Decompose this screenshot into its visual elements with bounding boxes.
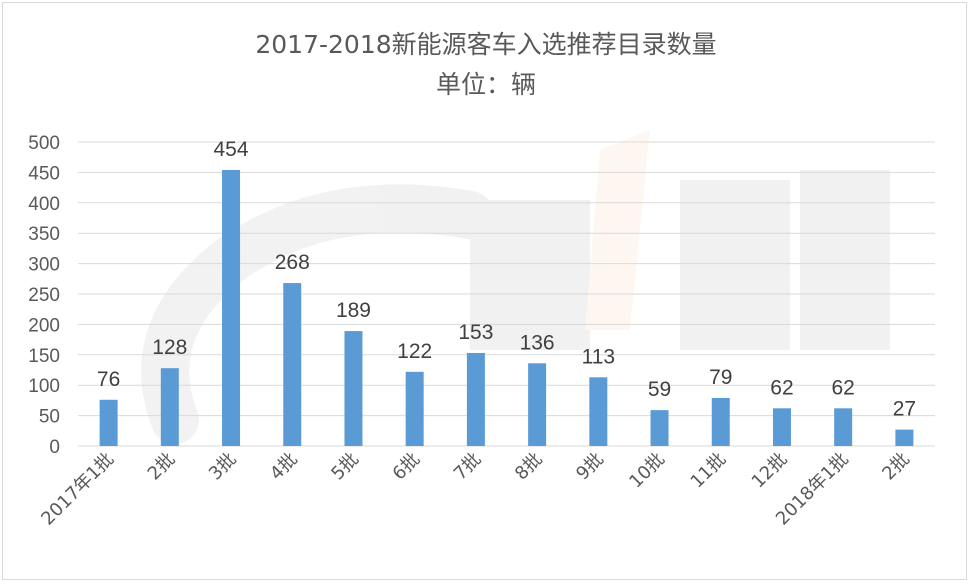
- y-tick-label: 100: [28, 376, 60, 397]
- y-tick-label: 500: [28, 133, 60, 154]
- data-label: 62: [770, 376, 793, 399]
- bar: [528, 363, 547, 446]
- y-tick-label: 150: [28, 346, 60, 367]
- y-tick-label: 350: [28, 224, 60, 245]
- y-tick-label: 400: [28, 194, 60, 215]
- x-tick-label: 8批: [511, 449, 547, 485]
- data-labels: 76 128 454 268 189 122 153 136 113 59 79 62 62 27: [97, 138, 916, 421]
- data-label: 62: [831, 376, 854, 399]
- bar: [650, 410, 669, 446]
- data-label: 189: [336, 299, 371, 322]
- y-tick-label: 200: [28, 315, 60, 336]
- x-tick-label: 11批: [687, 449, 731, 493]
- x-tick-label: 5批: [327, 449, 363, 485]
- data-label: 122: [397, 340, 432, 363]
- y-tick-label: 0: [49, 437, 60, 458]
- bar: [895, 429, 914, 446]
- watermark-logo: [141, 130, 890, 444]
- x-tick-label: 12批: [748, 449, 792, 493]
- gridlines: [78, 141, 935, 447]
- x-tick-label: 2017年1批: [37, 449, 118, 530]
- bar: [160, 368, 179, 446]
- bar: [405, 371, 424, 446]
- x-tick-label: 7批: [450, 449, 486, 485]
- chart-subtitle: 单位：辆: [436, 70, 536, 99]
- x-tick-label: 6批: [389, 449, 425, 485]
- x-tick-label: 4批: [266, 449, 302, 485]
- data-label: 59: [648, 378, 671, 401]
- data-label: 27: [893, 398, 916, 421]
- bar: [589, 377, 608, 446]
- bar: [99, 399, 118, 446]
- bar: [222, 169, 241, 446]
- data-label: 128: [152, 336, 187, 359]
- data-label: 454: [214, 138, 249, 161]
- bar: [711, 397, 730, 446]
- chart-title: 2017-2018新能源客车入选推荐目录数量: [255, 30, 716, 59]
- x-tick-label: 3批: [205, 449, 241, 485]
- x-tick-label: 9批: [572, 449, 608, 485]
- y-tick-label: 50: [39, 407, 60, 428]
- y-tick-label: 450: [28, 163, 60, 184]
- x-tick-label: 10批: [625, 449, 669, 493]
- data-label: 153: [458, 321, 493, 344]
- data-label: 113: [582, 345, 615, 368]
- x-tick-label: 2批: [144, 449, 180, 485]
- data-label: 76: [97, 368, 120, 391]
- bars: [99, 169, 914, 446]
- data-label: 136: [520, 331, 555, 354]
- data-label: 268: [275, 251, 310, 274]
- y-axis: 0 50 100 150 200 250 300 350 400 450 500: [28, 133, 60, 458]
- x-tick-label: 2批: [878, 449, 914, 485]
- y-tick-label: 250: [28, 285, 60, 306]
- bar: [283, 283, 302, 446]
- bar: [834, 408, 853, 446]
- bar: [466, 352, 485, 446]
- data-label: 79: [709, 366, 732, 389]
- bar: [344, 331, 363, 446]
- bar: [772, 408, 791, 446]
- y-tick-label: 300: [28, 255, 60, 276]
